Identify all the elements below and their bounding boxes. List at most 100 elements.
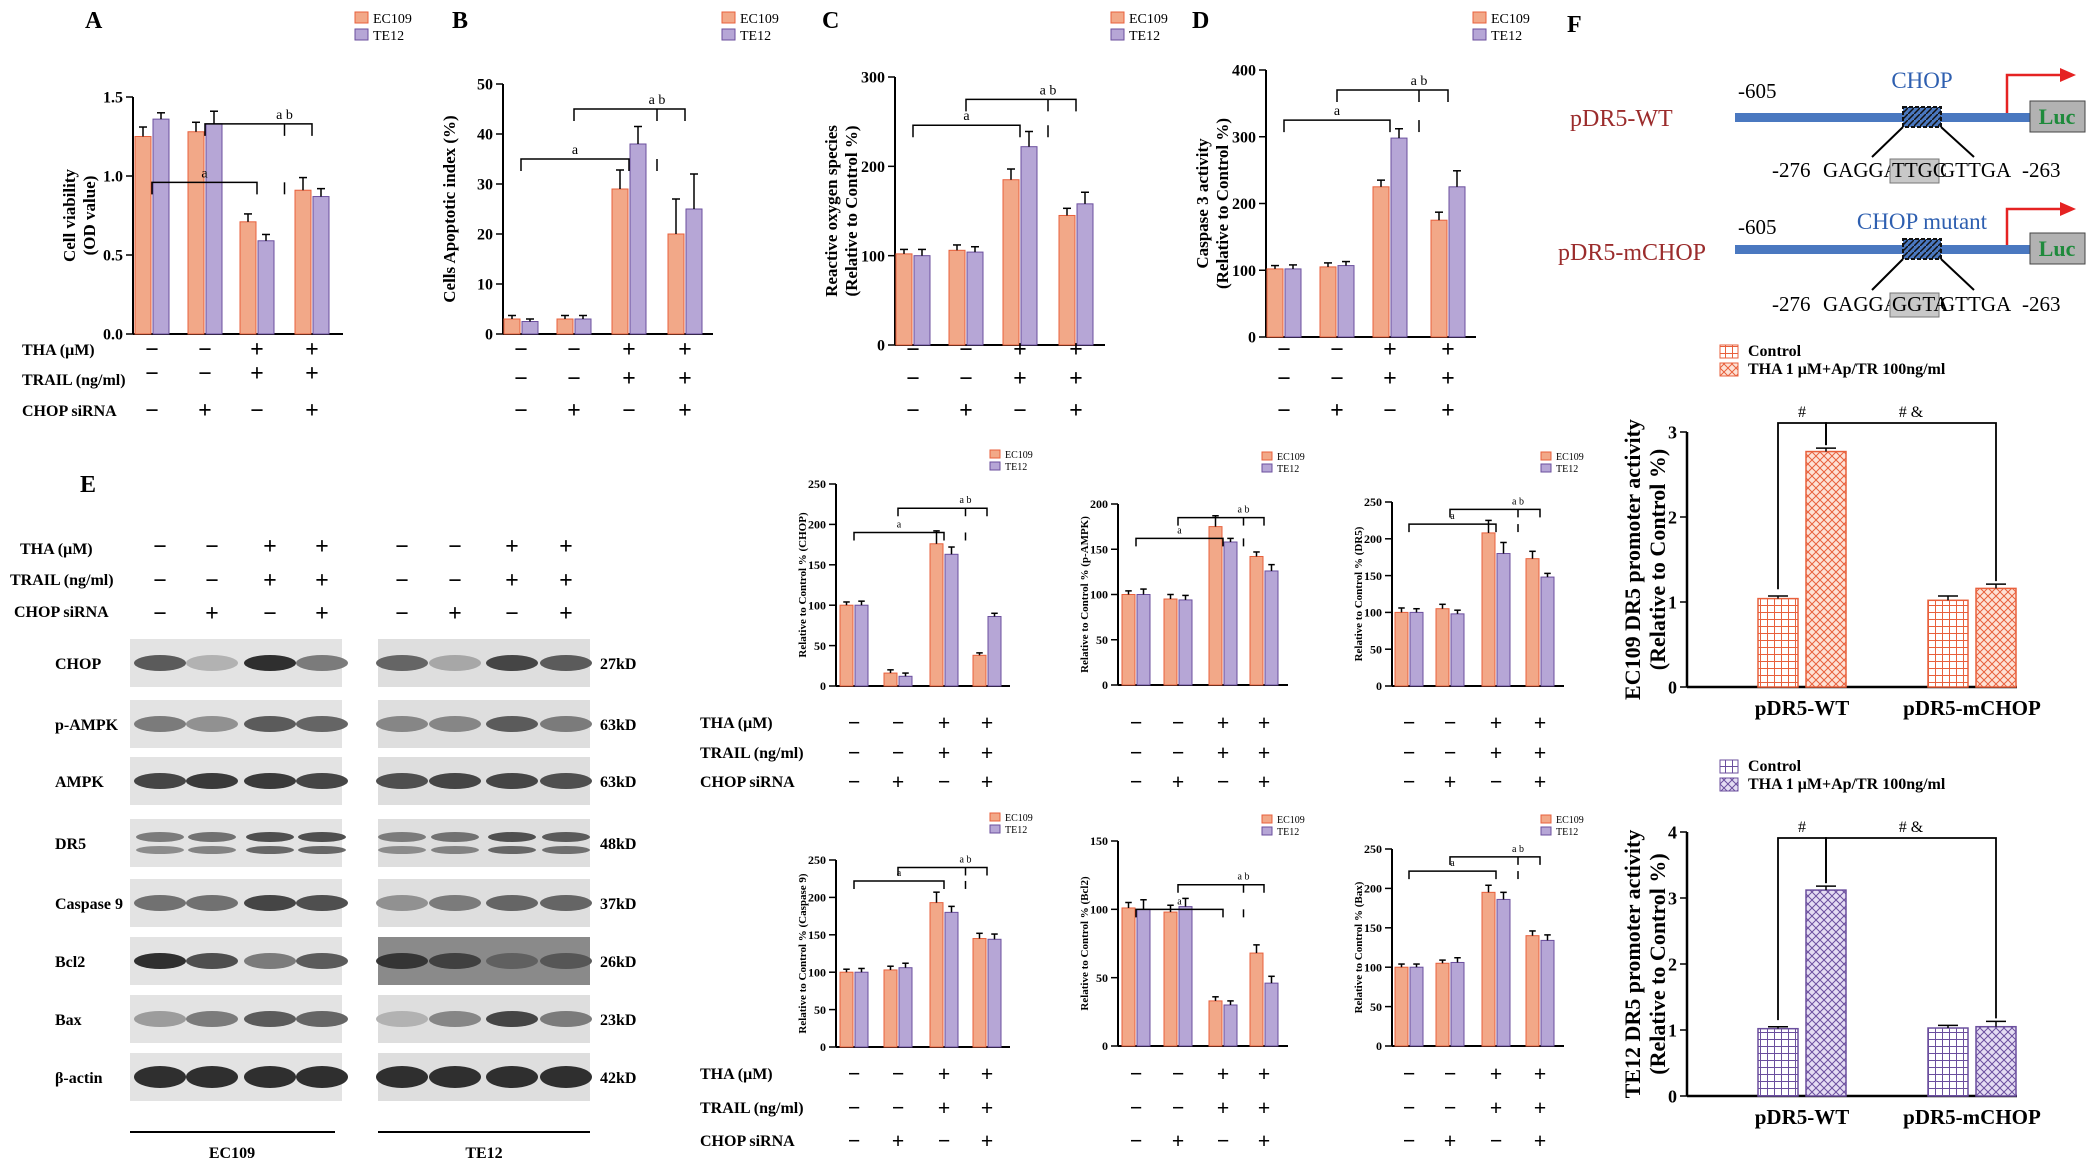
sig-line-ab — [1177, 516, 1265, 526]
y-tick-label: 50 — [1096, 971, 1108, 985]
sign-trail-2: − — [1444, 740, 1457, 765]
sign-tha-4: + — [981, 710, 994, 735]
legend-swatch — [1261, 826, 1273, 836]
y-tick-label: 150 — [1090, 834, 1108, 848]
sig-bracket-ab: a b — [1336, 74, 1449, 103]
sig-line-a — [520, 158, 630, 171]
legend-swatch — [1110, 11, 1125, 24]
legend-swatch — [721, 11, 736, 24]
sign-tha-2: − — [959, 337, 973, 363]
bar-te12-4 — [685, 208, 703, 335]
blot-sign-te12-trail-4: + — [559, 568, 573, 594]
sig-bracket-ab: a b — [573, 93, 686, 121]
panel-letter-c: C — [822, 8, 839, 34]
bar-te12-3 — [1496, 898, 1511, 1047]
band — [244, 655, 296, 671]
sig-label-ab: a b — [960, 854, 972, 865]
blot-row-6: Bax 23kD — [55, 995, 636, 1043]
band — [542, 832, 590, 842]
band — [540, 716, 592, 732]
band — [134, 773, 186, 789]
sig-bracket-ab: a b — [897, 854, 988, 876]
sign-trail-4: + — [1258, 740, 1271, 765]
band-label: CHOP — [55, 656, 101, 673]
sign-tha-4: + — [678, 337, 692, 363]
bar-te12-2 — [1337, 265, 1355, 338]
panel-letter-d: D — [1192, 8, 1209, 34]
band — [244, 1011, 296, 1027]
sig-line-a — [1408, 523, 1497, 533]
sign-chop-1: − — [1403, 769, 1416, 794]
y-tick-label: 0 — [1102, 1039, 1108, 1053]
sig-line-a — [853, 531, 945, 541]
legend-label: EC109 — [1491, 12, 1530, 27]
band — [488, 846, 536, 854]
luc-box-wt — [2029, 100, 2086, 133]
sign-chop-4: + — [678, 398, 692, 424]
sig-label-a: a — [1450, 511, 1455, 522]
sign-trail-1: − — [514, 366, 528, 392]
y-tick-label: 250 — [1364, 495, 1382, 509]
bar-te12-4 — [1076, 203, 1094, 346]
sig-line-a — [1135, 537, 1224, 547]
sign-trail-2: − — [1330, 366, 1344, 392]
y-tick-label: 200 — [1364, 532, 1382, 546]
sign-chop-1: − — [514, 398, 528, 424]
band — [542, 846, 590, 854]
band — [429, 1066, 481, 1088]
legend-label: TE12 — [1005, 825, 1027, 836]
sign-trail-3: + — [1217, 740, 1230, 765]
y-tick-label: 250 — [1364, 842, 1382, 856]
band — [136, 832, 184, 842]
band — [376, 1011, 428, 1027]
sign-tha-2: − — [567, 337, 581, 363]
bar-te12-3 — [1020, 146, 1038, 346]
sig-bracket-ab: a b — [1177, 872, 1265, 893]
y-tick-label: 100 — [808, 598, 826, 612]
bar-ec109-4 — [667, 233, 685, 335]
band — [429, 895, 481, 911]
band — [486, 895, 538, 911]
blot-sign-ec109-chop-1: − — [153, 601, 167, 627]
bar-ec109-4 — [1249, 952, 1264, 1047]
sign-chop-4: + — [1258, 769, 1271, 794]
sign-chop-3: − — [1013, 398, 1027, 424]
band — [431, 846, 479, 854]
legend-label: EC109 — [1129, 12, 1168, 27]
band — [376, 1066, 428, 1088]
legend-swatch — [1540, 814, 1552, 824]
bar-te12-2 — [1178, 906, 1193, 1047]
y-axis-label: (OD value) — [80, 176, 99, 256]
chart-e6: 0 50 100 150 200 250 Relative to Control % (Ba… — [1353, 814, 1584, 1053]
sign-trail-2: − — [1172, 1095, 1185, 1120]
band-size: 26kD — [600, 954, 636, 971]
sign-trail-2: − — [567, 366, 581, 392]
sign-trail-4: + — [981, 1095, 994, 1120]
blot-sign-te12-tha-4: + — [559, 534, 573, 560]
y-tick-label: 50 — [1370, 642, 1382, 656]
band — [378, 832, 426, 842]
sign-tha-3: + — [938, 1061, 951, 1086]
sign-tha-4: + — [981, 1061, 994, 1086]
sign-tha-3: + — [1217, 1061, 1230, 1086]
bar-te12-1 — [521, 321, 539, 335]
bar-te12-2 — [1450, 613, 1465, 687]
blot-bands: − − − − + + + + − − − − + + + + − − + + − − + + CHOP 27kD p-AMPK 63… — [55, 534, 636, 1101]
sign-chop-4: + — [1258, 1128, 1271, 1153]
legend-swatch — [989, 461, 1001, 471]
chart-c: 0 100 200 300 Reactive oxygen species (Relati… — [822, 11, 1168, 355]
sign-tha-4: + — [1441, 337, 1455, 363]
sig-label-a: a — [1450, 858, 1455, 869]
bar-ec109-3 — [611, 188, 629, 335]
y-axis-label: Caspase 3 activity — [1193, 138, 1212, 269]
band — [188, 846, 236, 854]
y-axis-label: (Relative to Control %) — [842, 125, 861, 296]
chart-f2: 0 1 2 3 4 TE12 DR5 promoter activity (Relative… — [1620, 758, 2041, 1129]
y-tick-label: 50 — [814, 1003, 826, 1017]
blot-row-2: AMPK 63kD — [55, 757, 636, 805]
y-tick-label: 150 — [808, 558, 826, 572]
bar-te12-4 — [1264, 982, 1279, 1047]
sig-bracket-a: a — [1135, 525, 1245, 547]
seq-end-wt: -263 — [2022, 158, 2061, 182]
